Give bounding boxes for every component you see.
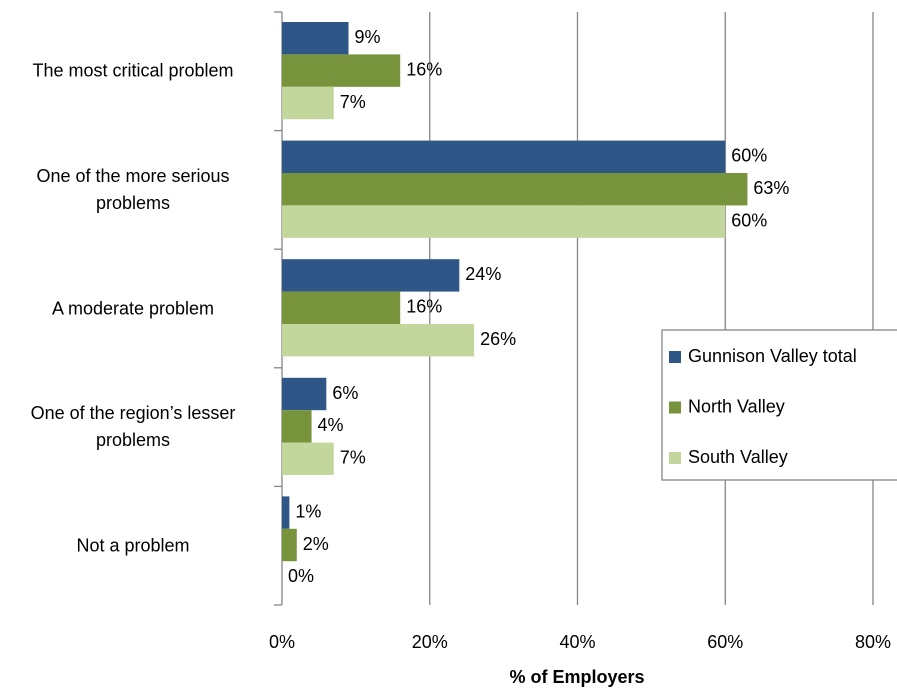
legend-label: Gunnison Valley total [688, 346, 857, 366]
legend-label: South Valley [688, 447, 788, 467]
bar [282, 291, 401, 324]
bar [282, 377, 327, 411]
bar [282, 442, 334, 475]
legend-swatch [669, 351, 681, 363]
data-label: 60% [731, 146, 767, 166]
bar [282, 173, 748, 206]
legend-box [661, 329, 897, 481]
data-label: 2% [303, 534, 329, 554]
data-label: 7% [340, 448, 366, 468]
data-label: 60% [731, 210, 767, 230]
data-label: 63% [753, 178, 789, 198]
y-tick-label: Not a problem [76, 535, 190, 556]
x-tick-label: 60% [707, 632, 743, 652]
x-tick-label: 20% [412, 632, 448, 652]
y-tick-label: One of the region’s lesser problems [30, 403, 236, 451]
y-tick-label: The most critical problem [32, 60, 234, 81]
data-label: 9% [354, 27, 380, 47]
bar [282, 259, 460, 292]
y-tick-label: One of the more serious problems [36, 165, 230, 213]
legend-label: North Valley [688, 396, 785, 416]
x-axis-title: % of Employers [509, 667, 644, 687]
x-tick-label: 0% [269, 632, 295, 652]
y-tick-label: A moderate problem [51, 298, 215, 318]
data-label: 24% [465, 264, 501, 284]
bar [282, 22, 349, 55]
bar [282, 528, 297, 562]
bar [282, 205, 726, 238]
bar [282, 140, 726, 173]
bar [282, 410, 312, 443]
data-label: 6% [332, 383, 358, 403]
data-label: 4% [318, 415, 344, 435]
legend-swatch [669, 401, 681, 414]
data-label: 26% [480, 329, 516, 349]
bar [282, 54, 401, 87]
x-tick-label: 80% [855, 632, 891, 652]
data-label: 1% [295, 501, 321, 521]
legend-swatch [669, 452, 681, 464]
data-label: 16% [406, 297, 442, 317]
bar [282, 324, 475, 357]
bar [282, 86, 334, 120]
data-label: 16% [406, 59, 442, 79]
data-label: 7% [340, 92, 366, 112]
x-tick-label: 40% [559, 632, 595, 652]
data-label: 0% [288, 566, 314, 586]
bar [282, 496, 290, 529]
